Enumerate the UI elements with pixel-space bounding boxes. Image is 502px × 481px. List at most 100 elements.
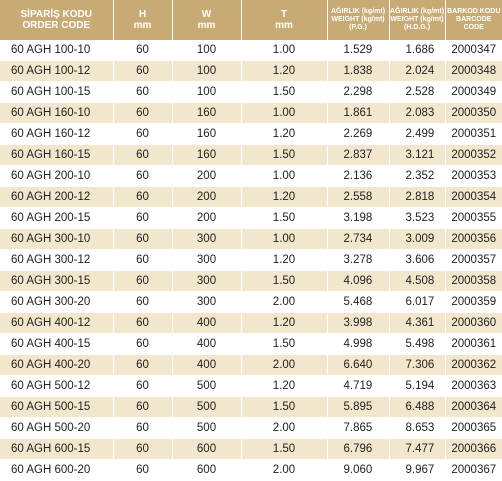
height-cell: 60 — [113, 61, 172, 82]
weight-hdg-cell: 2.528 — [389, 82, 445, 103]
barcode-cell: 2000354 — [445, 187, 502, 208]
barcode-cell: 2000356 — [445, 229, 502, 250]
order-code-cell: 60 AGH 200-15 — [0, 208, 113, 229]
weight-pg-cell: 2.269 — [327, 124, 389, 145]
barcode-cell: 2000365 — [445, 418, 502, 439]
weight-hdg-cell: 2.818 — [389, 187, 445, 208]
weight-hdg-cell: 3.606 — [389, 250, 445, 271]
height-cell: 60 — [113, 334, 172, 355]
weight-pg-cell: 3.998 — [327, 313, 389, 334]
weight-pg-cell: 2.136 — [327, 166, 389, 187]
weight-hdg-cell: 2.352 — [389, 166, 445, 187]
header-width: W mm — [172, 0, 241, 40]
header-weight-hdg-line3: (H.D.G.) — [390, 24, 445, 32]
height-cell: 60 — [113, 418, 172, 439]
header-weight-pg: AĞIRLIK (kg/mt) WEIGHT (kg/mt) (P.G.) — [327, 0, 389, 40]
height-cell: 60 — [113, 208, 172, 229]
order-code-cell: 60 AGH 500-12 — [0, 376, 113, 397]
width-cell: 300 — [172, 229, 241, 250]
order-code-cell: 60 AGH 400-12 — [0, 313, 113, 334]
header-height-line2: mm — [114, 20, 172, 32]
header-order-code-line1: SİPARİŞ KODU — [0, 9, 113, 21]
order-code-cell: 60 AGH 160-12 — [0, 124, 113, 145]
width-cell: 100 — [172, 40, 241, 61]
height-cell: 60 — [113, 187, 172, 208]
product-table-page: SİPARİŞ KODU ORDER CODE H mm W mm T mm A… — [0, 0, 502, 442]
header-barcode-line2: BARCODE CODE — [446, 16, 502, 32]
height-cell: 60 — [113, 82, 172, 103]
header-barcode: BARKOD KODU BARCODE CODE — [445, 0, 502, 40]
width-cell: 160 — [172, 124, 241, 145]
thickness-cell: 2.00 — [241, 292, 327, 313]
thickness-cell: 1.00 — [241, 40, 327, 61]
weight-hdg-cell: 3.121 — [389, 145, 445, 166]
barcode-cell: 2000364 — [445, 397, 502, 418]
weight-pg-cell: 5.468 — [327, 292, 389, 313]
thickness-cell: 1.20 — [241, 250, 327, 271]
width-cell: 500 — [172, 376, 241, 397]
height-cell: 60 — [113, 166, 172, 187]
weight-pg-cell: 1.529 — [327, 40, 389, 61]
order-code-cell: 60 AGH 100-10 — [0, 40, 113, 61]
weight-pg-cell: 6.640 — [327, 355, 389, 376]
weight-hdg-cell: 2.024 — [389, 61, 445, 82]
order-code-cell: 60 AGH 300-12 — [0, 250, 113, 271]
header-height: H mm — [113, 0, 172, 40]
header-weight-hdg-line1: AĞIRLIK (kg/mt) — [390, 8, 445, 16]
barcode-cell: 2000347 — [445, 40, 502, 61]
header-width-line1: W — [173, 9, 241, 21]
header-order-code: SİPARİŞ KODU ORDER CODE — [0, 0, 113, 40]
weight-hdg-cell: 3.523 — [389, 208, 445, 229]
thickness-cell: 1.00 — [241, 229, 327, 250]
order-code-cell: 60 AGH 100-15 — [0, 82, 113, 103]
weight-hdg-cell: 8.653 — [389, 418, 445, 439]
thickness-cell: 2.00 — [241, 460, 327, 481]
width-cell: 400 — [172, 334, 241, 355]
height-cell: 60 — [113, 376, 172, 397]
thickness-cell: 1.50 — [241, 208, 327, 229]
header-weight-hdg-line2: WEIGHT (kg/mt) — [390, 16, 445, 24]
height-cell: 60 — [113, 229, 172, 250]
header-thickness-line1: T — [242, 9, 327, 21]
header-thickness-line2: mm — [242, 20, 327, 32]
width-cell: 100 — [172, 82, 241, 103]
weight-pg-cell: 2.298 — [327, 82, 389, 103]
weight-pg-cell: 2.558 — [327, 187, 389, 208]
width-cell: 160 — [172, 103, 241, 124]
order-code-cell: 60 AGH 200-10 — [0, 166, 113, 187]
width-cell: 500 — [172, 418, 241, 439]
order-code-cell: 60 AGH 100-12 — [0, 61, 113, 82]
order-code-cell: 60 AGH 400-20 — [0, 355, 113, 376]
thickness-cell: 1.20 — [241, 187, 327, 208]
weight-pg-cell: 4.998 — [327, 334, 389, 355]
height-cell: 60 — [113, 397, 172, 418]
order-code-cell: 60 AGH 500-15 — [0, 397, 113, 418]
order-code-cell: 60 AGH 300-15 — [0, 271, 113, 292]
weight-hdg-cell: 2.499 — [389, 124, 445, 145]
weight-hdg-cell: 1.686 — [389, 40, 445, 61]
table-header: SİPARİŞ KODU ORDER CODE H mm W mm T mm A… — [0, 0, 502, 40]
weight-hdg-cell: 6.488 — [389, 397, 445, 418]
order-code-cell: 60 AGH 600-20 — [0, 460, 113, 481]
barcode-cell: 2000348 — [445, 61, 502, 82]
header-barcode-line1: BARKOD KODU — [446, 8, 502, 16]
thickness-cell: 1.50 — [241, 397, 327, 418]
order-code-cell: 60 AGH 300-20 — [0, 292, 113, 313]
thickness-cell: 1.00 — [241, 166, 327, 187]
height-cell: 60 — [113, 271, 172, 292]
header-weight-pg-line1: AĞIRLIK (kg/mt) — [328, 8, 389, 16]
